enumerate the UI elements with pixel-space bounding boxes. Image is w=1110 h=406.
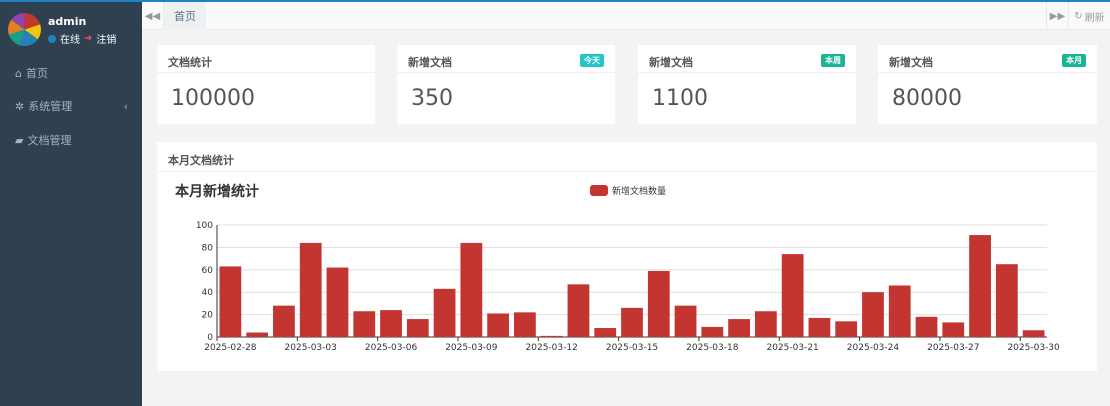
x-tick-label: 2025-03-15 <box>606 343 658 353</box>
y-tick-label: 60 <box>202 266 214 276</box>
bar[interactable] <box>888 285 911 337</box>
logout-link[interactable]: 注销 <box>96 35 117 46</box>
chart-panel: 本月文档统计 本月新增统计 新增文档数量 0 20 40 60 80 100 2025-02… <box>157 142 1097 371</box>
bar[interactable] <box>246 332 269 337</box>
online-label: 在线 <box>60 35 80 46</box>
bar[interactable] <box>674 305 697 337</box>
sidebar-item-label: 首页 <box>25 67 48 80</box>
card-badge: 今天 <box>580 54 604 67</box>
bar[interactable] <box>353 311 376 337</box>
x-tick-label: 2025-03-12 <box>526 343 578 353</box>
bar[interactable] <box>326 267 349 337</box>
bar[interactable] <box>487 313 510 337</box>
logout-icon: ➜ <box>84 33 93 44</box>
avatar[interactable] <box>8 13 41 46</box>
bar[interactable] <box>567 284 590 337</box>
bar[interactable] <box>728 319 750 337</box>
bar[interactable] <box>299 242 322 337</box>
card-value: 1100 <box>652 86 708 111</box>
bar[interactable] <box>862 292 884 337</box>
online-dot-icon <box>48 34 56 43</box>
bar[interactable] <box>540 335 563 337</box>
stat-card-total: 文档统计 100000 <box>157 45 375 124</box>
card-title: 新增文档 <box>889 56 933 69</box>
bar[interactable] <box>460 242 483 337</box>
stat-card-today: 新增文档 今天 350 <box>397 45 615 124</box>
bar[interactable] <box>594 328 617 337</box>
card-value: 100000 <box>171 86 255 111</box>
sidebar-item-system[interactable]: ✲ 系统管理 ‹ <box>0 91 142 121</box>
bar[interactable] <box>969 235 991 337</box>
bar[interactable] <box>433 288 456 337</box>
y-tick-label: 20 <box>202 311 214 321</box>
stat-card-month: 新增文档 本月 80000 <box>878 45 1097 124</box>
bar[interactable] <box>647 270 670 337</box>
x-tick-label: 2025-03-18 <box>686 343 739 353</box>
card-value: 80000 <box>892 86 962 111</box>
tab-home[interactable]: 首页 <box>164 2 206 30</box>
bar[interactable] <box>808 317 831 337</box>
panel-title: 本月文档统计 <box>157 142 1097 172</box>
bar[interactable] <box>273 305 295 337</box>
x-tick-label: 2025-03-30 <box>1007 343 1060 353</box>
bar[interactable] <box>701 326 724 337</box>
chevron-left-icon: ‹ <box>123 99 128 113</box>
user-status: 在线 ➜ 注销 <box>48 31 116 46</box>
legend-swatch[interactable] <box>590 185 608 196</box>
bar[interactable] <box>1022 330 1045 337</box>
x-tick-label: 2025-03-24 <box>847 343 900 353</box>
x-tick-label: 2025-03-06 <box>365 343 418 353</box>
bar[interactable] <box>380 310 402 337</box>
bar[interactable] <box>781 254 804 337</box>
chart-title: 本月新增统计 <box>175 183 259 200</box>
y-tick-label: 0 <box>207 333 213 343</box>
card-title: 文档统计 <box>168 56 212 69</box>
bar[interactable] <box>915 316 938 337</box>
book-icon: ▰ <box>15 133 24 147</box>
bar[interactable] <box>514 312 536 337</box>
user-name: admin <box>48 15 87 28</box>
sidebar-item-home[interactable]: ⌂ 首页 <box>0 58 142 88</box>
x-tick-label: 2025-03-03 <box>285 343 337 353</box>
refresh-button[interactable]: ↻ 刷新 <box>1068 2 1110 30</box>
y-tick-label: 80 <box>202 243 214 253</box>
x-tick-label: 2025-02-28 <box>204 343 257 353</box>
y-tick-label: 100 <box>196 221 213 231</box>
card-title: 新增文档 <box>408 56 452 69</box>
legend-label[interactable]: 新增文档数量 <box>612 185 666 197</box>
refresh-label: 刷新 <box>1084 12 1105 24</box>
card-badge: 本周 <box>821 54 845 67</box>
stat-card-week: 新增文档 本周 1100 <box>638 45 856 124</box>
bar[interactable] <box>942 322 965 337</box>
sidebar-item-label: 系统管理 <box>28 100 73 113</box>
sidebar: admin 在线 ➜ 注销 ⌂ 首页 ✲ 系统管理 ‹ ▰ 文档管理 <box>0 2 142 406</box>
refresh-icon: ↻ <box>1074 10 1083 22</box>
bar[interactable] <box>621 307 643 337</box>
y-tick-label: 40 <box>202 288 214 298</box>
scroll-left-button[interactable]: ◀◀ <box>142 2 164 30</box>
tab-bar: ◀◀ 首页 ▶▶ ↻ 刷新 <box>142 2 1110 30</box>
scroll-right-button[interactable]: ▶▶ <box>1046 2 1068 30</box>
gear-icon: ✲ <box>15 99 25 113</box>
bar[interactable] <box>219 266 242 337</box>
x-tick-label: 2025-03-09 <box>445 343 498 353</box>
bar-chart: 本月新增统计 新增文档数量 0 20 40 60 80 100 2025-02-28 2025… <box>175 183 1060 353</box>
card-title: 新增文档 <box>649 56 693 69</box>
bar[interactable] <box>995 264 1018 337</box>
sidebar-item-docs[interactable]: ▰ 文档管理 <box>0 125 142 155</box>
bar[interactable] <box>754 311 777 337</box>
bar[interactable] <box>835 321 858 337</box>
home-icon: ⌂ <box>15 66 22 80</box>
card-badge: 本月 <box>1062 54 1086 67</box>
top-accent-bar <box>0 0 1110 2</box>
sidebar-item-label: 文档管理 <box>27 134 72 147</box>
x-tick-label: 2025-03-21 <box>766 343 818 353</box>
card-value: 350 <box>411 86 453 111</box>
x-tick-label: 2025-03-27 <box>927 343 979 353</box>
bar[interactable] <box>406 319 429 337</box>
